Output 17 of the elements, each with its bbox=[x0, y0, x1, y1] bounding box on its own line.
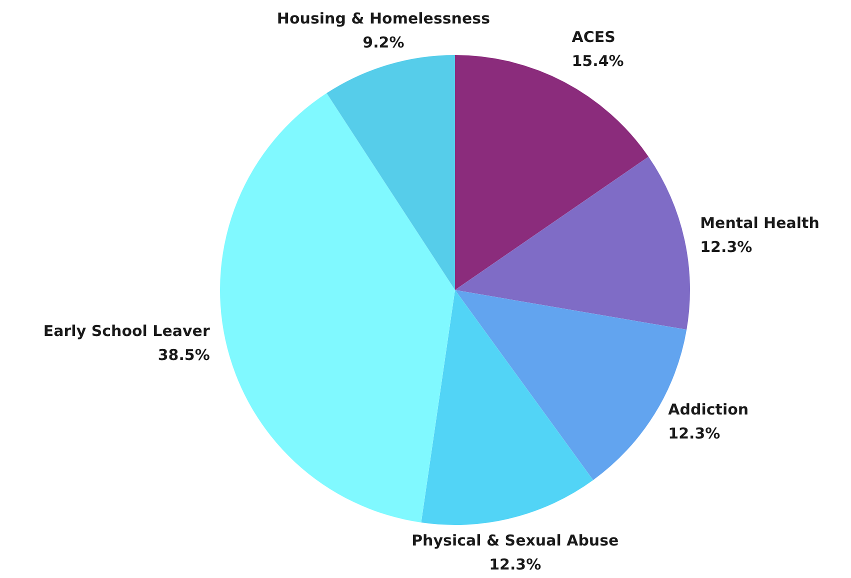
data-label: 15.4% bbox=[572, 52, 624, 70]
data-label: 9.2% bbox=[362, 33, 404, 52]
data-label: 12.3% bbox=[489, 556, 542, 574]
pie-slice bbox=[455, 156, 690, 330]
slice-label: Physical & Sexual Abuse bbox=[412, 532, 619, 550]
slice-label: Housing & Homelessness bbox=[276, 9, 490, 28]
data-label: 12.3% bbox=[668, 424, 720, 442]
slice-label: ACES bbox=[572, 28, 616, 46]
slice-label: Early School Leaver bbox=[43, 322, 210, 340]
pie-slice bbox=[421, 290, 594, 525]
data-label: 12.3% bbox=[700, 238, 752, 256]
data-label: 38.5% bbox=[158, 346, 210, 364]
slice-label: Addiction bbox=[668, 400, 749, 418]
pie-slice bbox=[455, 55, 649, 290]
slice-label: Mental Health bbox=[700, 214, 820, 232]
pie-slice bbox=[220, 93, 455, 523]
pie-slice bbox=[326, 55, 455, 290]
